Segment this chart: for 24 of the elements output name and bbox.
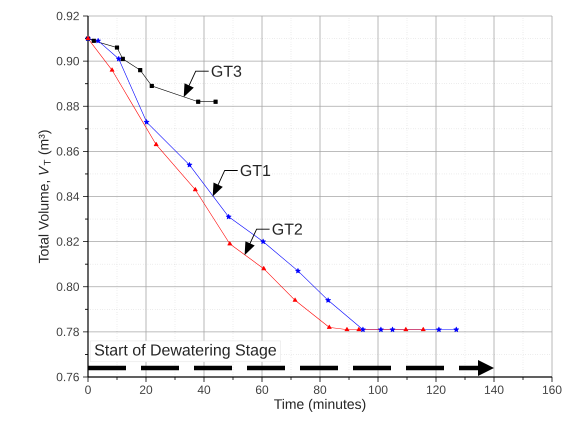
y-tick-label: 0.86 [56, 147, 79, 156]
y-tick-label: 0.88 [56, 102, 79, 110]
annotation: GT1 [240, 164, 270, 176]
y-tick-label: 0.82 [56, 237, 79, 246]
x-tick-label: 40 [198, 386, 210, 394]
x-tick-label: 80 [314, 386, 326, 394]
x-tick-label: 60 [256, 386, 268, 394]
x-tick-label: 140 [484, 386, 504, 394]
y-tick-label: 0.76 [56, 372, 79, 382]
y-tick-label: 0.78 [56, 328, 79, 336]
y-tick-label: 0.80 [56, 282, 80, 291]
x-axis-title: Time (minutes) [274, 398, 366, 412]
annotation: GT2 [272, 224, 302, 235]
y-tick-label: 0.90 [56, 56, 80, 66]
y-tick-label: 0.92 [56, 12, 79, 20]
x-tick-label: 20 [140, 386, 152, 394]
y-axis-title: Total Volume, V$_{T}$ (m³) [38, 130, 52, 264]
x-tick-label: 100 [368, 386, 388, 394]
y-tick-label: 0.84 [56, 192, 80, 201]
x-tick-label: 160 [542, 386, 562, 394]
x-tick-label: 0 [85, 386, 91, 394]
ref-line-label: Start of Dewatering Stage [94, 344, 276, 359]
x-tick-label: 120 [426, 386, 446, 394]
annotation: GT3 [212, 66, 242, 77]
